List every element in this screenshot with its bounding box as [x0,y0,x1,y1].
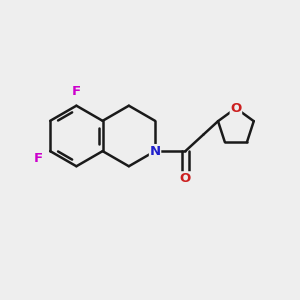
Text: F: F [72,85,81,98]
Text: N: N [149,145,161,158]
Text: O: O [180,172,191,185]
Text: O: O [230,102,242,115]
Text: F: F [34,152,43,165]
